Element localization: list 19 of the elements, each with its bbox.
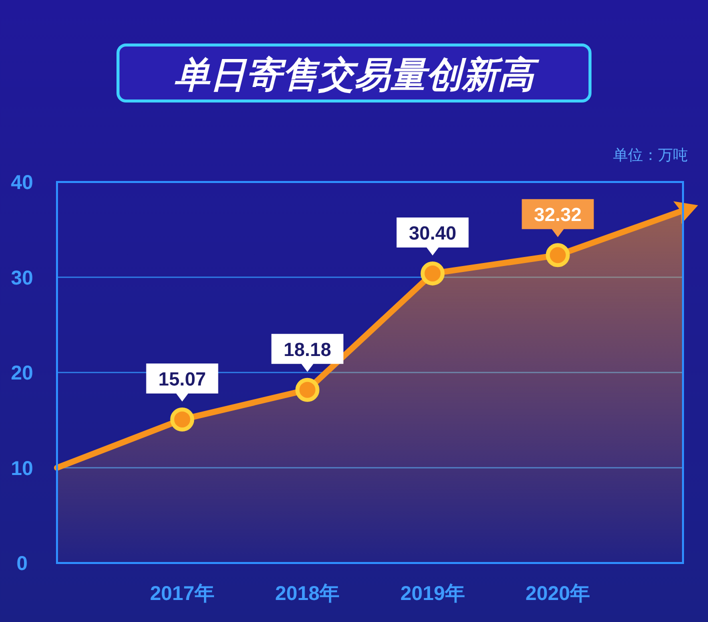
y-tick-label: 0 bbox=[16, 553, 28, 575]
chart-title: 单日寄售交易量创新高 bbox=[174, 54, 540, 95]
y-tick-label: 10 bbox=[10, 458, 34, 480]
data-label: 18.18 bbox=[284, 340, 332, 361]
y-tick-label: 40 bbox=[10, 172, 34, 194]
point bbox=[546, 243, 570, 268]
x-tick-label: 2017年 bbox=[150, 583, 214, 605]
x-tick-label: 2019年 bbox=[400, 583, 465, 605]
x-tick-label: 2018年 bbox=[275, 583, 340, 605]
data-label: 15.07 bbox=[158, 369, 206, 390]
data-label: 32.32 bbox=[534, 205, 582, 226]
y-tick-label: 30 bbox=[10, 267, 34, 290]
data-label: 30.40 bbox=[408, 223, 456, 244]
y-tick-label: 20 bbox=[10, 362, 34, 384]
point bbox=[420, 261, 445, 286]
x-tick-label: 2020年 bbox=[526, 583, 590, 605]
point bbox=[170, 407, 194, 432]
text: 单位：万吨 bbox=[613, 147, 688, 164]
point bbox=[295, 378, 320, 402]
